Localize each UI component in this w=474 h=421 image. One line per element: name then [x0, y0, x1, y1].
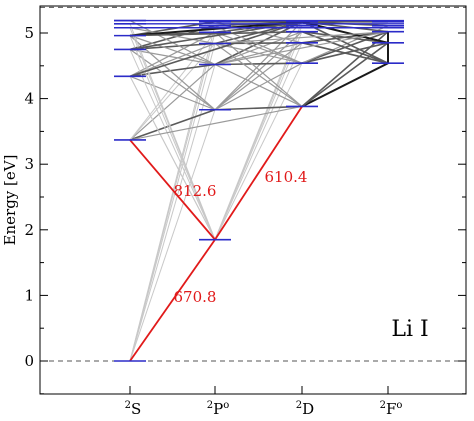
transition-line: [301, 31, 389, 108]
transition-line: [214, 31, 389, 66]
x-axis: 2S 2Po 2D 2Fo: [125, 386, 403, 418]
transition-line: [214, 42, 303, 64]
term-letter: S: [131, 400, 141, 418]
reference-dashed-lines: [40, 6, 466, 362]
transition-line: [129, 105, 303, 141]
transition-line: [129, 35, 216, 66]
transition-line: [214, 42, 303, 240]
y-tick-label: 0: [24, 352, 34, 370]
transition-line: [214, 31, 389, 45]
transition-line: [129, 76, 216, 240]
transition-line: [301, 42, 389, 64]
transition-line: [214, 62, 303, 111]
highlight-transition: [214, 105, 303, 241]
transition-line: [129, 48, 216, 66]
transition-line: [301, 62, 389, 108]
transition-line: [214, 31, 303, 111]
y-tick-label: 3: [24, 155, 34, 173]
term-multiplicity: 2: [380, 400, 386, 411]
transition-line: [129, 25, 216, 362]
highlight-transition: [129, 239, 216, 362]
term-multiplicity: 2: [296, 400, 302, 411]
wavelength-label: 812.6: [174, 182, 217, 200]
y-tick-label: 2: [24, 221, 34, 239]
term-parity: o: [223, 400, 229, 411]
term-label: 2Fo: [380, 400, 403, 418]
wavelength-label: 670.8: [174, 288, 217, 306]
transition-line: [129, 27, 216, 45]
transition-line: [214, 21, 303, 111]
transition-line: [129, 108, 216, 141]
transition-line: [301, 21, 389, 64]
transition-line: [129, 64, 216, 362]
transition-line: [129, 64, 216, 141]
transition-line: [129, 21, 303, 51]
y-tick-label: 4: [24, 90, 34, 108]
highlighted-transitions: [129, 105, 303, 362]
transition-line: [129, 32, 216, 141]
transition-line: [214, 62, 303, 240]
term-label: 2D: [296, 400, 314, 418]
term-multiplicity: 2: [207, 400, 213, 411]
term-letter: D: [302, 400, 314, 418]
transition-line: [129, 109, 216, 362]
highlight-transition: [129, 139, 216, 241]
transition-line: [301, 30, 389, 44]
term-label: 2S: [125, 400, 142, 418]
species-label: Li I: [391, 317, 428, 342]
y-tick-label: 1: [24, 286, 34, 304]
term-label: 2Po: [207, 400, 230, 418]
transition-line: [214, 63, 303, 108]
y-axis-title: Energy [eV]: [1, 155, 19, 246]
y-tick-label: 5: [24, 24, 34, 42]
transition-line: [214, 42, 303, 111]
term-parity: o: [396, 400, 402, 411]
y-axis: 0 1 2 3 4 5: [24, 24, 466, 395]
transition-line: [214, 31, 303, 64]
transition-line: [129, 35, 216, 111]
transition-line: [129, 30, 303, 37]
term-multiplicity: 2: [125, 400, 131, 411]
transition-line: [129, 21, 303, 78]
transition-line: [214, 21, 303, 240]
plot-frame: [39, 5, 467, 395]
transition-line: [129, 63, 216, 78]
background-transitions: [129, 20, 389, 362]
transition-line: [129, 49, 216, 240]
term-letter: F: [386, 400, 396, 418]
wavelength-label: 610.4: [265, 168, 308, 186]
wavelength-labels: 670.8 812.6 610.4: [174, 168, 308, 306]
energy-levels: [114, 19, 404, 362]
transition-line: [301, 42, 389, 108]
transition-line: [214, 43, 303, 107]
term-letter: P: [213, 400, 223, 418]
